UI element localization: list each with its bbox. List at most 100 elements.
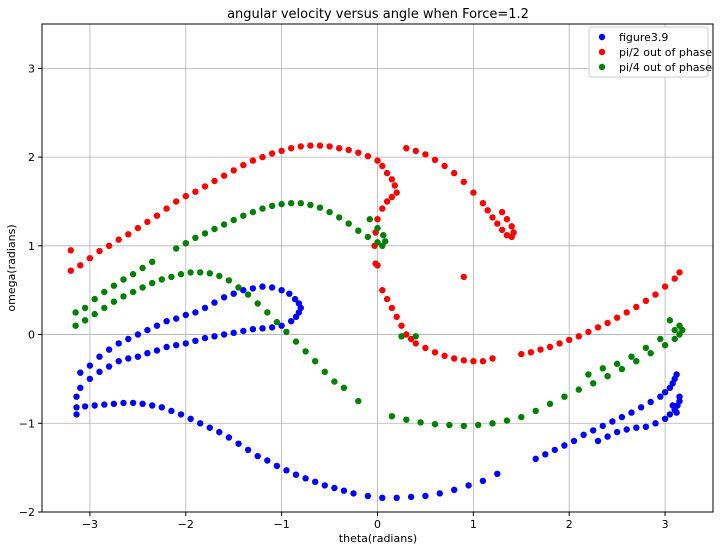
scatter-point xyxy=(264,457,271,464)
scatter-point xyxy=(673,409,680,416)
scatter-point xyxy=(671,335,678,343)
scatter-point xyxy=(249,285,257,292)
scatter-point xyxy=(115,358,122,365)
scatter-point xyxy=(566,336,573,344)
scatter-point xyxy=(187,269,194,276)
scatter-point xyxy=(101,401,108,408)
scatter-point xyxy=(129,271,137,278)
scatter-point xyxy=(460,178,467,186)
scatter-point xyxy=(225,277,233,284)
y-tick-label: 2 xyxy=(28,151,35,164)
scatter-point xyxy=(431,349,439,356)
scatter-point xyxy=(604,373,611,380)
scatter-point xyxy=(273,318,281,326)
scatter-point xyxy=(240,161,247,169)
scatter-point xyxy=(345,220,352,227)
scatter-point xyxy=(129,399,137,407)
scatter-point xyxy=(633,303,640,311)
scatter-point xyxy=(479,358,487,365)
scatter-point xyxy=(264,309,271,316)
scatter-point xyxy=(120,399,127,407)
scatter-point xyxy=(479,477,487,485)
scatter-point xyxy=(561,393,568,400)
scatter-point xyxy=(268,150,276,157)
scatter-point xyxy=(173,315,180,322)
scatter-point xyxy=(192,188,199,195)
scatter-point xyxy=(110,400,118,407)
scatter-point xyxy=(240,287,247,294)
scatter-point xyxy=(163,318,170,325)
scatter-point xyxy=(561,442,568,449)
scatter-point xyxy=(350,490,357,497)
scatter-point xyxy=(436,490,443,497)
scatter-point xyxy=(182,192,189,200)
scatter-point xyxy=(331,484,338,492)
scatter-point xyxy=(192,337,199,344)
scatter-point xyxy=(590,380,597,387)
scatter-point xyxy=(508,223,515,230)
scatter-point xyxy=(125,355,132,362)
y-tick-label: −1 xyxy=(19,417,35,430)
scatter-point xyxy=(422,344,429,352)
scatter-point xyxy=(494,220,501,227)
scatter-point xyxy=(374,157,381,164)
scatter-point xyxy=(77,262,84,269)
scatter-point xyxy=(211,177,218,185)
scatter-point xyxy=(110,298,118,305)
scatter-point xyxy=(177,411,185,418)
scatter-point xyxy=(470,358,477,365)
scatter-point xyxy=(153,322,161,329)
scatter-point xyxy=(374,262,381,269)
scatter-point xyxy=(297,200,304,207)
scatter-point xyxy=(604,433,611,440)
scatter-point xyxy=(398,333,405,340)
scatter-point xyxy=(585,371,592,378)
scatter-point xyxy=(302,475,309,482)
scatter-point xyxy=(489,420,496,427)
scatter-point xyxy=(67,267,75,274)
scatter-point xyxy=(393,189,400,196)
scatter-point xyxy=(291,295,299,303)
scatter-point xyxy=(542,451,549,458)
scatter-point xyxy=(91,295,98,303)
scatter-point xyxy=(125,335,132,343)
scatter-point xyxy=(661,342,669,349)
scatter-point xyxy=(489,355,496,362)
scatter-point xyxy=(216,428,223,436)
scatter-point xyxy=(642,423,650,430)
scatter-point xyxy=(470,189,477,196)
scatter-point xyxy=(475,421,482,429)
scatter-point xyxy=(211,225,218,233)
scatter-point xyxy=(388,176,396,183)
scatter-point xyxy=(503,417,511,424)
scatter-point xyxy=(144,350,151,357)
y-tick-label: 0 xyxy=(28,329,35,342)
scatter-point xyxy=(407,335,415,343)
scatter-point xyxy=(628,353,635,360)
scatter-point xyxy=(465,482,472,489)
scatter-point xyxy=(292,471,300,478)
scatter-point xyxy=(657,335,664,343)
scatter-point xyxy=(551,446,558,454)
scatter-point xyxy=(288,200,295,207)
scatter-point xyxy=(96,353,103,360)
scatter-point xyxy=(101,288,108,296)
scatter-point xyxy=(67,247,75,254)
scatter-point xyxy=(391,182,398,189)
scatter-point xyxy=(642,344,650,352)
scatter-point xyxy=(177,271,185,278)
scatter-point xyxy=(364,153,372,160)
scatter-point xyxy=(254,300,261,307)
scatter-point xyxy=(73,393,80,400)
scatter-point xyxy=(72,322,79,329)
scatter-point xyxy=(168,273,175,281)
scatter-point xyxy=(628,409,635,416)
legend: figure3.9 pi/2 out of phase pi/4 out of … xyxy=(588,26,712,78)
scatter-point xyxy=(383,295,391,303)
scatter-point xyxy=(613,314,621,321)
scatter-point xyxy=(441,352,448,359)
scatter-point xyxy=(91,310,98,318)
scatter-point xyxy=(336,145,343,152)
scatter-point xyxy=(613,360,621,367)
scatter-point xyxy=(498,226,506,233)
